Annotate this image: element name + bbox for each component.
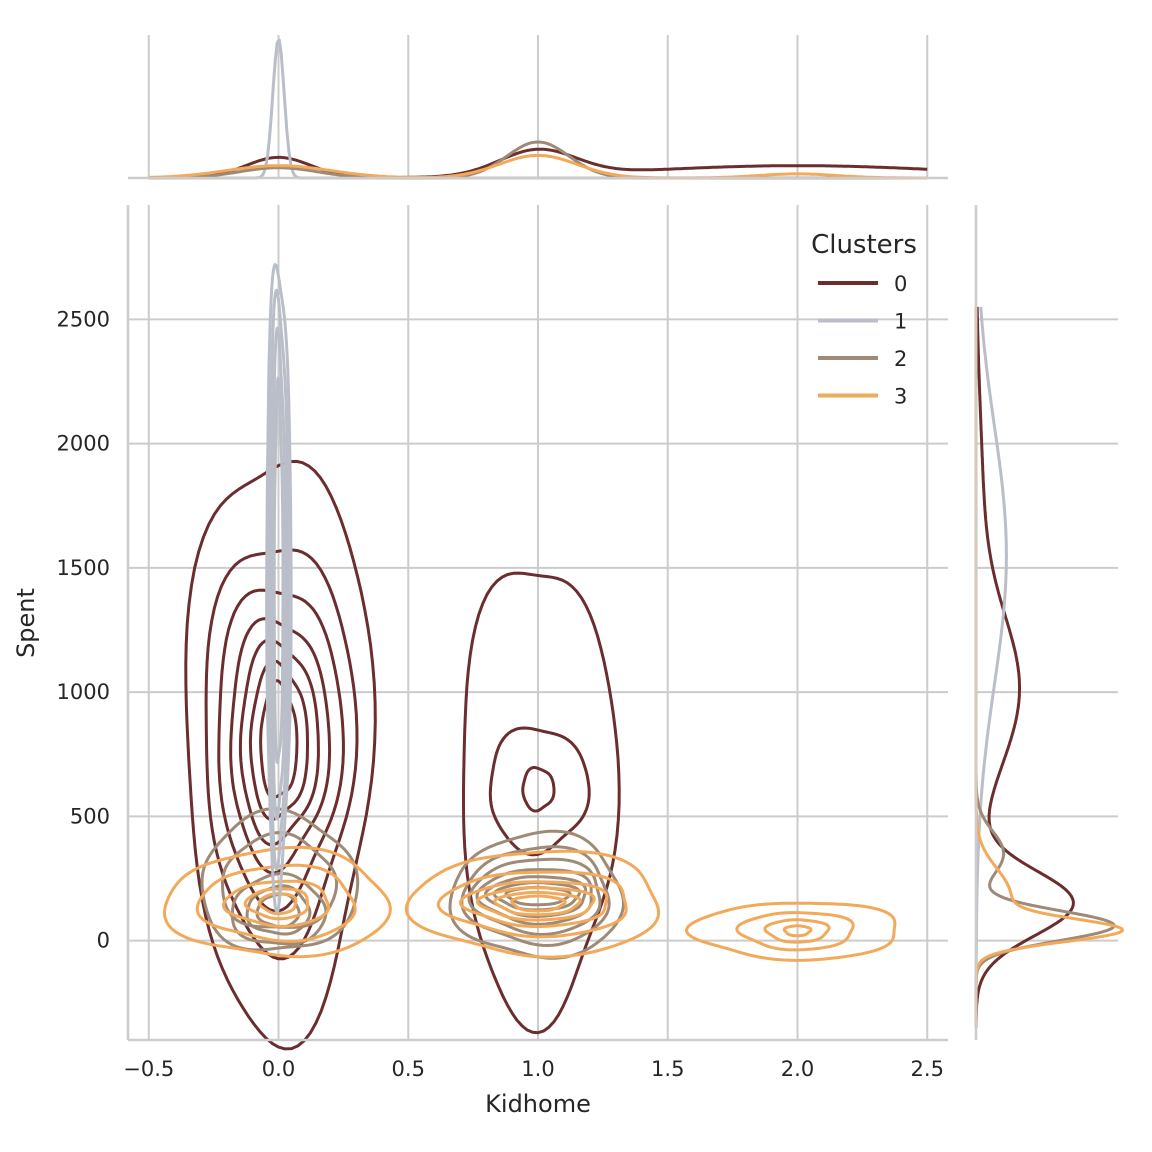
x-tick-label: −0.5 xyxy=(123,1057,174,1081)
contour-level xyxy=(448,829,625,960)
contour-level xyxy=(782,924,813,938)
y-tick-label: 2000 xyxy=(57,432,110,456)
contour-level xyxy=(200,807,360,952)
legend-label-2: 2 xyxy=(894,347,907,371)
axis-spines xyxy=(126,176,978,1042)
y-tick-label: 1500 xyxy=(57,556,110,580)
contour-level xyxy=(204,548,359,961)
legend: Clusters 0 1 2 3 xyxy=(811,230,917,409)
contour-level xyxy=(493,890,582,917)
top-marginal-curve-0 xyxy=(148,147,928,180)
legend-label-0: 0 xyxy=(894,272,907,296)
contour-level xyxy=(521,766,556,813)
y-tick-label: 1000 xyxy=(57,680,110,704)
contour-level xyxy=(510,894,567,913)
x-tick-label: 2.5 xyxy=(911,1057,944,1081)
right-marginal-curve-0 xyxy=(974,306,1075,1028)
contour-level xyxy=(238,638,320,847)
contour-level xyxy=(685,901,897,962)
contour-level xyxy=(222,879,330,928)
contour-series-3 xyxy=(163,845,897,962)
joint-kde-contours xyxy=(163,263,897,1051)
contour-level xyxy=(735,911,855,952)
contour-level xyxy=(195,863,357,943)
x-tick-label: 0.0 xyxy=(262,1057,295,1081)
y-axis-label: Spent xyxy=(12,588,40,658)
contour-level xyxy=(476,886,596,922)
contour-series-0 xyxy=(184,459,621,1051)
y-tick-label: 2500 xyxy=(57,307,110,331)
contour-series-1 xyxy=(265,263,293,914)
top-marginal-curve-3 xyxy=(148,153,928,180)
contour-level xyxy=(184,459,377,1051)
contour-level xyxy=(163,845,392,959)
legend-label-3: 3 xyxy=(894,385,907,409)
x-tick-label: 2.0 xyxy=(781,1057,814,1081)
contour-level xyxy=(217,588,345,913)
contour-level xyxy=(257,892,298,916)
contour-level xyxy=(270,326,288,821)
y-tick-label: 0 xyxy=(97,929,110,953)
x-axis-label: Kidhome xyxy=(485,1090,591,1118)
contour-level xyxy=(436,870,628,939)
contour-level xyxy=(265,263,293,914)
grid-lines xyxy=(128,35,1118,1040)
contour-level xyxy=(488,726,591,857)
contour-level xyxy=(272,376,285,764)
contour-level xyxy=(462,571,621,1035)
contour-level xyxy=(267,288,290,872)
legend-label-1: 1 xyxy=(894,310,907,334)
right-marginal-kde xyxy=(974,306,1125,1028)
y-tick-label: 500 xyxy=(70,804,110,828)
x-tick-label: 1.0 xyxy=(521,1057,554,1081)
legend-title: Clusters xyxy=(811,230,917,260)
contour-level xyxy=(243,887,310,921)
contour-level xyxy=(404,849,661,959)
contour-level xyxy=(763,918,831,944)
tick-labels: −0.5 0.0 0.5 1.0 1.5 2.0 2.5 0 500 1000 1500 2000 25… xyxy=(57,307,944,1081)
x-tick-label: 1.5 xyxy=(651,1057,684,1081)
contour-level xyxy=(221,831,339,929)
contour-level xyxy=(458,880,609,929)
x-tick-label: 0.5 xyxy=(392,1057,425,1081)
